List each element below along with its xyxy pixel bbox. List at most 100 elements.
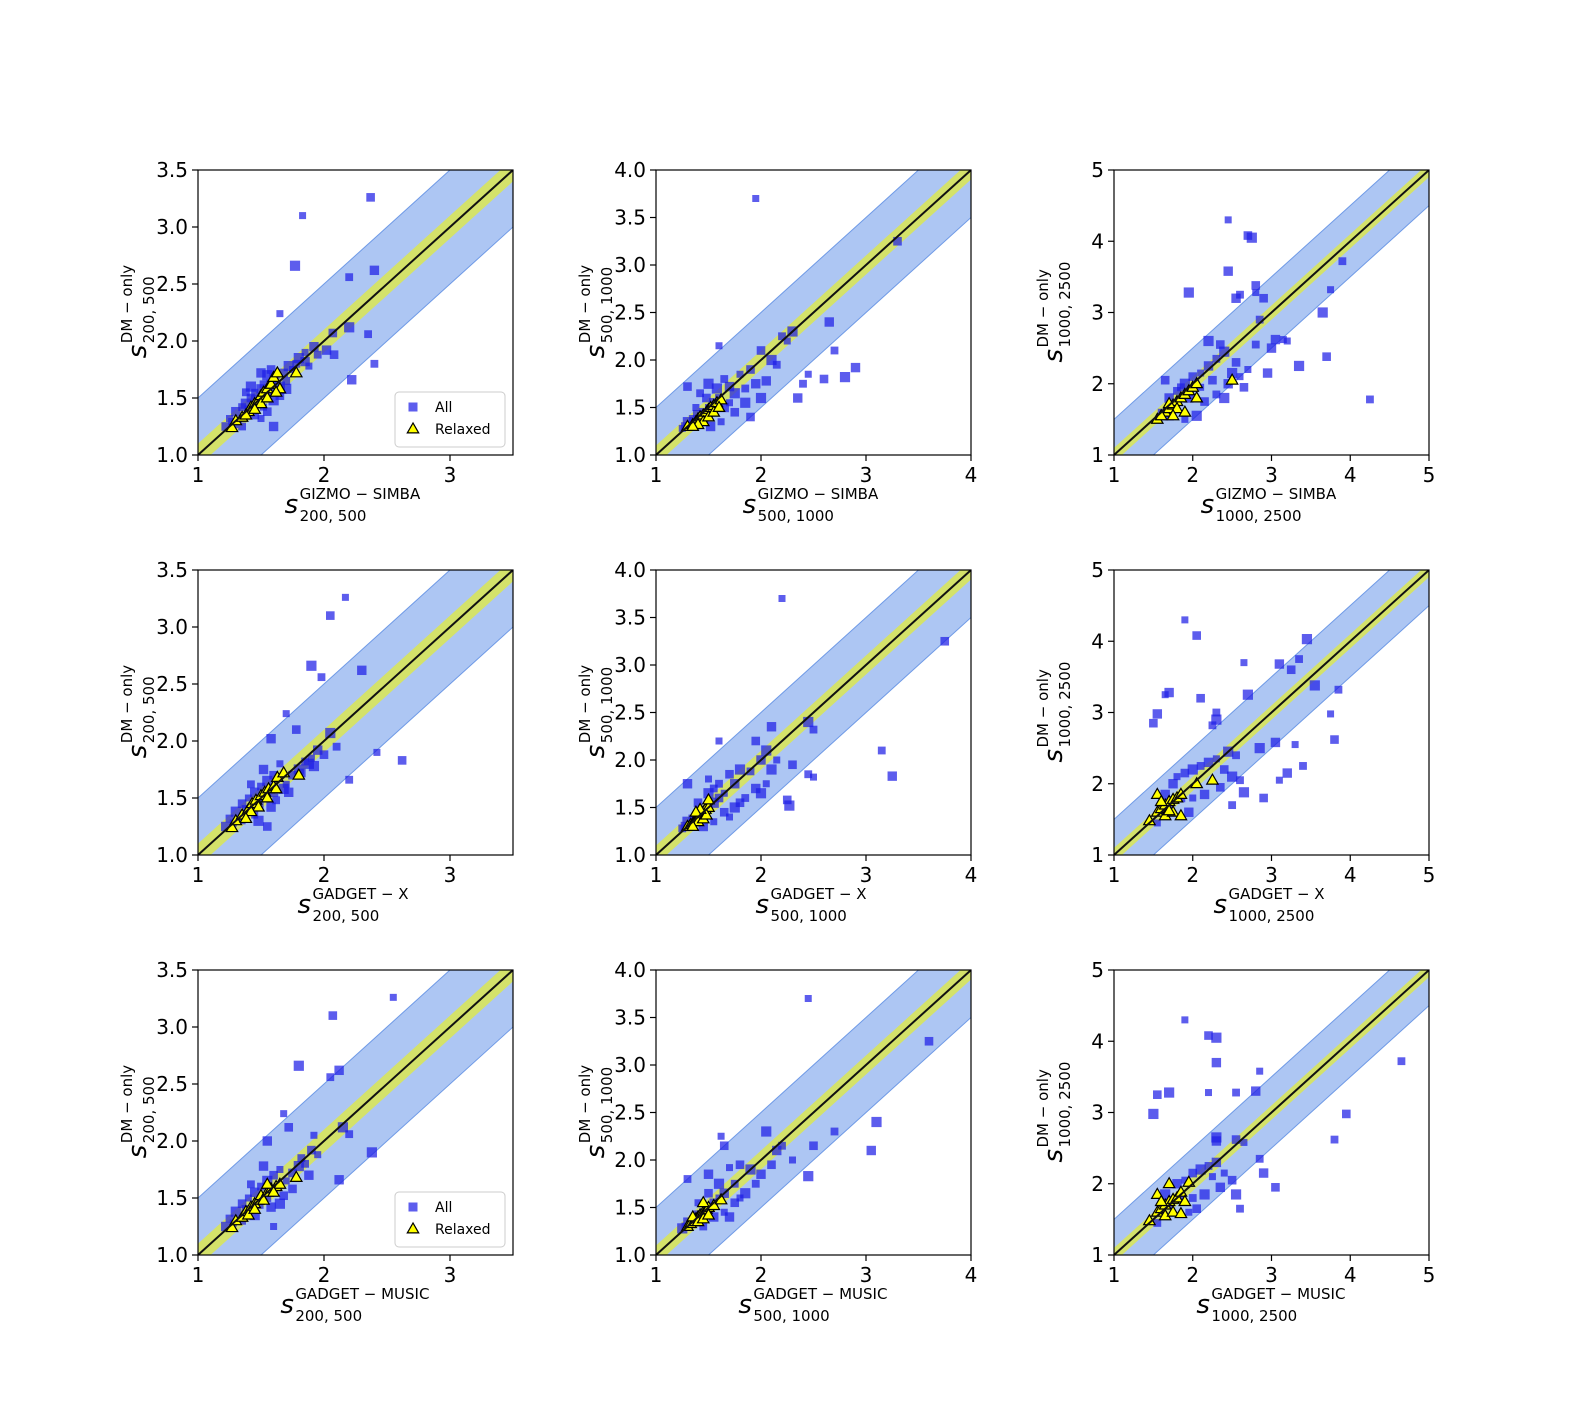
all-point	[1188, 1194, 1197, 1202]
all-point	[230, 1206, 241, 1217]
x-axis-label-sub: 500, 1000	[771, 907, 847, 925]
x-tick-label: 3	[860, 863, 873, 887]
x-tick-label: 3	[444, 463, 457, 487]
relaxed-point	[292, 767, 306, 780]
all-point	[280, 1110, 288, 1118]
x-axis-label: s GADGET − MUSIC 1000, 2500	[1196, 1285, 1345, 1325]
y-axis-label: s DM − only 1000, 2500	[1034, 262, 1074, 363]
y-tick-label: 3.0	[614, 653, 646, 677]
x-tick-label: 4	[965, 463, 978, 487]
all-point	[1173, 773, 1181, 781]
all-point	[263, 1194, 272, 1202]
x-tick-label: 3	[444, 1263, 457, 1287]
legend-box	[394, 1191, 506, 1248]
all-point	[341, 593, 349, 601]
x-axis-label-sup: GADGET − MUSIC	[1211, 1285, 1345, 1303]
all-point	[231, 406, 241, 417]
y-tick-label: 1.5	[156, 786, 188, 810]
all-point	[251, 388, 259, 396]
relaxed-point	[1178, 405, 1192, 417]
x-axis-label-sub: 200, 500	[300, 507, 367, 525]
all-point	[730, 407, 740, 417]
all-point	[704, 1188, 713, 1198]
axes-frame	[197, 969, 514, 1256]
relaxed-point	[247, 402, 262, 414]
all-point	[1160, 789, 1170, 800]
all-point	[711, 383, 722, 394]
all-point	[751, 783, 761, 794]
all-point	[761, 745, 772, 756]
plot-area	[198, 170, 513, 455]
relaxed-point	[699, 807, 714, 820]
y-tick-label: 2.0	[156, 329, 188, 353]
all-point	[1227, 771, 1238, 782]
all-point	[314, 1151, 322, 1159]
x-axis-label-sub: 500, 1000	[753, 1307, 829, 1325]
y-axis-label-sub: 1000, 2500	[1056, 1062, 1074, 1148]
all-point	[1211, 714, 1222, 725]
all-point	[1203, 757, 1214, 768]
all-point	[741, 794, 750, 802]
x-axis-label: s GADGET − X 200, 500	[298, 885, 409, 925]
all-point	[306, 660, 317, 671]
all-point	[317, 673, 326, 682]
all-point	[772, 1145, 782, 1156]
all-point	[1224, 216, 1232, 224]
all-point	[850, 362, 861, 373]
all-point	[1330, 1135, 1339, 1144]
all-point	[1192, 1204, 1201, 1213]
all-point	[284, 1123, 294, 1132]
all-point	[1317, 307, 1328, 318]
all-point	[755, 788, 767, 799]
all-point	[751, 379, 761, 389]
all-point	[282, 710, 290, 718]
all-point	[1309, 680, 1320, 691]
all-point	[274, 1198, 285, 1209]
all-point	[1338, 257, 1347, 266]
x-axis-label-symbol: s	[285, 490, 299, 520]
all-point	[1295, 655, 1303, 663]
all-point	[1301, 634, 1313, 645]
all-point	[1199, 789, 1210, 800]
all-point	[257, 1182, 265, 1191]
all-point	[719, 1141, 729, 1151]
y-tick-label: 4	[1091, 229, 1104, 253]
y-axis-label-sub: 1000, 2500	[1056, 662, 1074, 748]
all-point	[281, 383, 292, 394]
all-point	[1252, 289, 1260, 297]
relaxed-point	[1166, 1205, 1180, 1217]
plot-area	[1114, 570, 1429, 855]
all-point	[699, 1222, 708, 1231]
all-point	[269, 1170, 278, 1180]
relaxed-point	[1178, 1194, 1192, 1207]
all-point	[1149, 718, 1158, 728]
all-point	[1187, 764, 1198, 775]
all-point	[1181, 1016, 1189, 1024]
y-axis-label: s DM − only 500, 1000	[576, 1065, 616, 1158]
x-axis-label-sup: GADGET − X	[313, 885, 409, 903]
relaxed-point	[247, 1202, 262, 1214]
relaxed-point	[1154, 794, 1168, 807]
all-point	[237, 799, 247, 808]
all-point	[803, 716, 814, 728]
all-point	[830, 1127, 839, 1136]
x-tick-label: 1	[1108, 863, 1121, 887]
all-point	[334, 1065, 344, 1076]
all-point	[705, 775, 712, 783]
y-axis-label-symbol: s	[581, 745, 611, 759]
y-axis-label: s DM − only 1000, 2500	[1034, 662, 1074, 763]
all-point	[1227, 1175, 1237, 1185]
all-point	[397, 756, 407, 765]
all-point	[299, 212, 307, 220]
all-point	[709, 784, 718, 793]
all-point	[282, 377, 291, 385]
all-point	[309, 342, 319, 352]
all-point	[726, 1164, 733, 1172]
all-point	[276, 760, 284, 768]
all-point	[225, 1214, 234, 1223]
all-point	[1246, 232, 1257, 243]
all-point	[746, 412, 755, 422]
all-point	[1185, 1208, 1193, 1216]
relaxed-point	[1174, 1206, 1188, 1219]
x-axis-label-symbol: s	[1214, 890, 1228, 920]
